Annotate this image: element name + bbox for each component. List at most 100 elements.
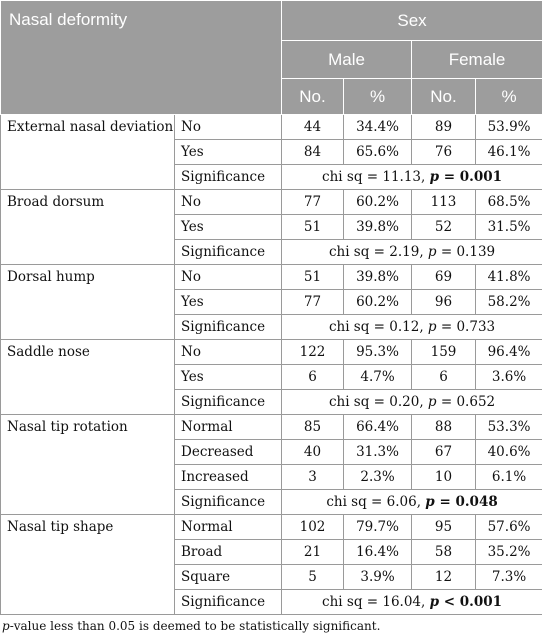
header-female-pct: % xyxy=(475,78,542,115)
table-header: Nasal deformity Sex Male Female No. % No… xyxy=(0,0,542,115)
male-percent: 60.2% xyxy=(343,289,413,315)
male-percent: 60.2% xyxy=(343,189,413,215)
p-symbol: p xyxy=(427,244,437,260)
category-label: Broad xyxy=(173,539,283,565)
category-label: No xyxy=(173,339,283,365)
table-row: Nasal tip rotation Normal 85 66.4% 88 53.3% xyxy=(0,414,542,515)
chi-square-text: chi sq = 6.06, xyxy=(326,494,426,510)
female-count: 52 xyxy=(411,214,477,240)
male-count: 77 xyxy=(281,289,345,315)
male-percent: 34.4% xyxy=(343,114,413,140)
male-count: 85 xyxy=(281,414,345,440)
significance-row: Significance chi sq = 11.13, p = 0.001 xyxy=(1,164,542,190)
footnote-text: -value less than 0.05 is deemed to be st… xyxy=(9,619,381,633)
male-count: 40 xyxy=(281,439,345,465)
deformity-name: Dorsal hump xyxy=(0,264,175,340)
male-percent: 16.4% xyxy=(343,539,413,565)
female-percent: 6.1% xyxy=(475,464,542,490)
deformity-name: External nasal deviation xyxy=(0,114,175,190)
significance-label: Significance xyxy=(173,389,283,415)
significance-row: Significance chi sq = 2.19, p = 0.139 xyxy=(1,239,542,265)
category-label: Yes xyxy=(173,139,283,165)
header-male: Male xyxy=(281,40,413,79)
category-label: Normal xyxy=(173,514,283,540)
significance-label: Significance xyxy=(173,489,283,515)
category-label: Decreased xyxy=(173,439,283,465)
female-count: 95 xyxy=(411,514,477,540)
male-count: 44 xyxy=(281,114,345,140)
p-symbol: p xyxy=(429,594,440,610)
female-percent: 31.5% xyxy=(475,214,542,240)
female-count: 89 xyxy=(411,114,477,140)
male-percent: 39.8% xyxy=(343,214,413,240)
chi-square-text: chi sq = 0.12, xyxy=(328,319,428,335)
male-percent: 3.9% xyxy=(343,564,413,590)
significance-label: Significance xyxy=(173,239,283,265)
male-percent: 2.3% xyxy=(343,464,413,490)
male-count: 6 xyxy=(281,364,345,390)
male-count: 84 xyxy=(281,139,345,165)
male-count: 122 xyxy=(281,339,345,365)
significance-row: Significance chi sq = 0.20, p = 0.652 xyxy=(1,389,542,415)
female-percent: 53.3% xyxy=(475,414,542,440)
p-value-text: = 0.001 xyxy=(439,169,503,185)
header-nasal-deformity: Nasal deformity xyxy=(0,0,283,115)
deformity-name: Broad dorsum xyxy=(0,189,175,265)
female-percent: 96.4% xyxy=(475,339,542,365)
female-percent: 35.2% xyxy=(475,539,542,565)
category-label: Yes xyxy=(173,289,283,315)
p-value: p = 0.652 xyxy=(428,394,495,410)
header-sex: Sex xyxy=(281,0,542,41)
table-body: External nasal deviation No 44 34.4% 89 53.9%… xyxy=(0,114,542,615)
significance-value: chi sq = 0.20, p = 0.652 xyxy=(281,389,542,415)
p-value: p = 0.139 xyxy=(428,244,495,260)
female-count: 96 xyxy=(411,289,477,315)
table-row: Nasal tip shape Normal 102 79.7% 95 57.6% xyxy=(0,514,542,615)
header-male-no: No. xyxy=(281,78,345,115)
female-count: 12 xyxy=(411,564,477,590)
footnote-p-symbol: p xyxy=(2,619,10,633)
female-count: 10 xyxy=(411,464,477,490)
p-symbol: p xyxy=(427,394,437,410)
male-count: 51 xyxy=(281,214,345,240)
male-count: 21 xyxy=(281,539,345,565)
p-symbol: p xyxy=(425,494,435,510)
female-count: 67 xyxy=(411,439,477,465)
category-label: No xyxy=(173,189,283,215)
female-percent: 7.3% xyxy=(475,564,542,590)
male-percent: 95.3% xyxy=(343,339,413,365)
table-row: Broad dorsum No 77 60.2% 113 68.5% xyxy=(0,189,542,265)
female-count: 88 xyxy=(411,414,477,440)
female-count: 58 xyxy=(411,539,477,565)
female-percent: 57.6% xyxy=(475,514,542,540)
female-count: 159 xyxy=(411,339,477,365)
p-value: p = 0.001 xyxy=(430,169,502,185)
female-count: 113 xyxy=(411,189,477,215)
significance-value: chi sq = 6.06, p = 0.048 xyxy=(281,489,542,515)
p-symbol: p xyxy=(427,319,437,335)
p-value-text: = 0.733 xyxy=(436,319,496,335)
female-count: 6 xyxy=(411,364,477,390)
male-percent: 4.7% xyxy=(343,364,413,390)
female-percent: 41.8% xyxy=(475,264,542,290)
p-symbol: p xyxy=(429,169,440,185)
nasal-deformity-table: Nasal deformity Sex Male Female No. % No… xyxy=(0,0,542,615)
significance-value: chi sq = 11.13, p = 0.001 xyxy=(281,164,542,190)
deformity-name: Nasal tip shape xyxy=(0,514,175,615)
male-count: 102 xyxy=(281,514,345,540)
significance-label: Significance xyxy=(173,164,283,190)
female-count: 76 xyxy=(411,139,477,165)
category-label: Yes xyxy=(173,214,283,240)
female-percent: 58.2% xyxy=(475,289,542,315)
header-female: Female xyxy=(411,40,542,79)
table-row: External nasal deviation No 44 34.4% 89 53.9% xyxy=(0,114,542,190)
female-count: 69 xyxy=(411,264,477,290)
table-row: Broad 21 16.4% 58 35.2% xyxy=(1,539,542,565)
category-label: Square xyxy=(173,564,283,590)
significance-value: chi sq = 2.19, p = 0.139 xyxy=(281,239,542,265)
male-percent: 79.7% xyxy=(343,514,413,540)
category-label: Yes xyxy=(173,364,283,390)
category-label: No xyxy=(173,264,283,290)
header-male-pct: % xyxy=(343,78,413,115)
male-count: 77 xyxy=(281,189,345,215)
